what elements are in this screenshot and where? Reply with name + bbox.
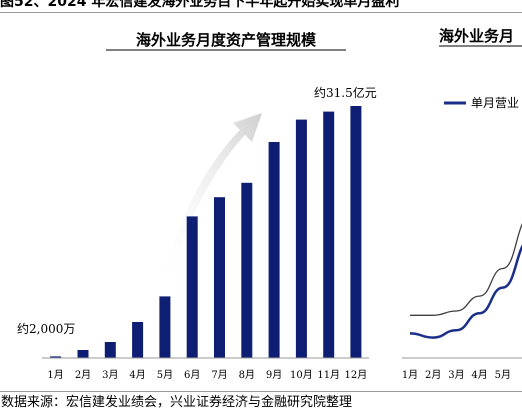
last-month-annotation: 约31.5亿元 <box>314 85 377 100</box>
bar-x-tick-label: 9月 <box>266 369 282 381</box>
bar-x-tick-label: 8月 <box>239 369 255 381</box>
bar-chart-title: 海外业务月度资产管理规模 <box>136 31 317 49</box>
growth-arrow-icon <box>160 113 262 290</box>
bar-x-tick-label: 6月 <box>184 369 200 381</box>
line-x-tick-labels: 1月 2月 3月 4月 5月 <box>402 369 511 381</box>
bar-5 <box>159 296 171 358</box>
bar-3 <box>104 342 116 358</box>
chart-canvas: 海外业务月度资产管理规模 1月 2月 3月 4月 5月 6月 7月 8月 9月 10月 11月 12月… <box>17 27 522 381</box>
line-chart-panel: 海外业务月 单月营业 1月 2月 3月 4月 5月 <box>402 27 522 381</box>
bar-12 <box>350 106 362 358</box>
bar-x-tick-label: 11月 <box>317 369 340 381</box>
bar-8 <box>241 182 253 358</box>
line-chart-title: 海外业务月 <box>439 27 514 45</box>
bar-x-tick-label: 5月 <box>157 369 173 381</box>
legend-label: 单月营业 <box>471 96 519 110</box>
line-x-tick-label: 4月 <box>471 369 487 381</box>
line-x-tick-label: 1月 <box>402 369 418 381</box>
line-x-tick-label: 5月 <box>495 369 511 381</box>
bar-chart-panel: 海外业务月度资产管理规模 1月 2月 3月 4月 5月 6月 7月 8月 9月 10月 11月 12月… <box>17 31 377 381</box>
figure-title: 图52、2024 年宏信建发海外业务目下半年起开始实现单月盈利 <box>0 0 400 10</box>
line-series-1 <box>409 244 522 339</box>
bar-6 <box>186 216 198 358</box>
bar-series <box>50 106 362 358</box>
bar-x-tick-label: 3月 <box>102 369 118 381</box>
bar-10 <box>295 119 307 358</box>
line-series-2 <box>410 223 522 316</box>
bar-2 <box>77 350 89 358</box>
bar-4 <box>132 322 144 358</box>
bar-x-tick-label: 7月 <box>211 369 227 381</box>
source-divider <box>0 391 522 392</box>
bar-1 <box>50 356 62 358</box>
bar-x-tick-label: 10月 <box>290 369 313 381</box>
source-note: 数据来源：宏信建发业绩会，兴业证券经济与金融研究院整理 <box>1 395 353 410</box>
line-x-tick-label: 2月 <box>425 369 441 381</box>
bar-11 <box>323 111 335 358</box>
line-series <box>409 223 522 339</box>
bar-7 <box>214 197 225 358</box>
bar-x-tick-labels: 1月 2月 3月 4月 5月 6月 7月 8月 9月 10月 11月 12月 <box>47 369 367 381</box>
bar-x-tick-label: 2月 <box>75 369 91 381</box>
title-divider <box>0 12 522 13</box>
bar-x-tick-label: 1月 <box>47 369 63 381</box>
bar-x-tick-label: 12月 <box>345 369 368 381</box>
line-x-tick-label: 3月 <box>448 369 464 381</box>
bar-x-tick-label: 4月 <box>129 369 145 381</box>
first-month-annotation: 约2,000万 <box>17 321 75 336</box>
bar-9 <box>268 142 280 358</box>
